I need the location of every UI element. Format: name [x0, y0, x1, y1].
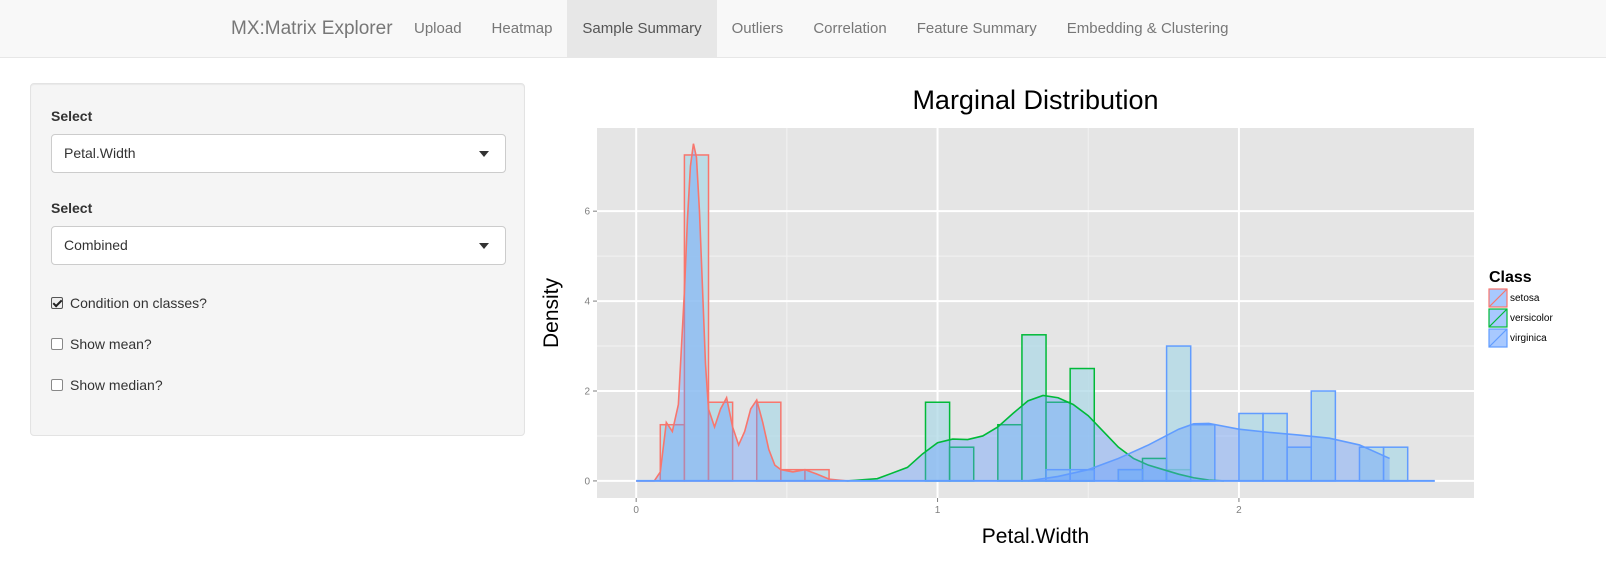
mode-select[interactable]: Combined: [51, 226, 506, 265]
histogram-bar-versicolor: [997, 423, 1023, 482]
x-tick-label: 2: [1236, 505, 1242, 516]
legend-key-line-setosa: [1488, 288, 1508, 308]
histogram-bar-virginica: [1382, 446, 1409, 482]
marginal-distribution-chart: 0 1 2 0 2 4 6 Marginal Distribution Petal.Widt…: [540, 85, 1553, 548]
y-tick-label: 0: [584, 476, 590, 487]
show-median-option[interactable]: Show median?: [51, 376, 163, 394]
density-fill-virginica: [1027, 423, 1390, 481]
density-curves: [636, 143, 1435, 482]
histogram-bar-virginica: [1286, 446, 1313, 482]
tab-sample-summary[interactable]: Sample Summary: [567, 0, 717, 58]
feature-select-value: Petal.Width: [64, 145, 136, 161]
y-tick-label: 4: [584, 297, 590, 308]
histogram-bars: [659, 154, 1409, 482]
x-axis-label: Petal.Width: [982, 525, 1089, 548]
tab-heatmap[interactable]: Heatmap: [491, 20, 553, 37]
histogram-bar-virginica: [1189, 423, 1216, 482]
legend-label-setosa: setosa: [1510, 293, 1540, 304]
mode-select-value: Combined: [64, 237, 128, 253]
tab-outliers[interactable]: Outliers: [731, 20, 784, 37]
legend-key-line-virginica: [1488, 328, 1508, 348]
legend-label-virginica: virginica: [1510, 333, 1547, 344]
feature-select-label: Select: [51, 108, 93, 124]
legend-key-line-versicolor: [1488, 308, 1508, 328]
show-median-label: Show median?: [70, 377, 163, 393]
show-mean-option[interactable]: Show mean?: [51, 335, 152, 353]
histogram-bar-virginica: [1238, 412, 1264, 482]
condition-on-classes-checkbox[interactable]: [51, 297, 63, 309]
condition-on-classes-option[interactable]: Condition on classes?: [51, 294, 207, 312]
histogram-bar-setosa: [707, 401, 734, 482]
density-fill-versicolor: [847, 395, 1224, 481]
density-fill-setosa: [636, 143, 848, 481]
histogram-bar-versicolor: [1069, 367, 1096, 482]
chevron-down-icon: [479, 243, 489, 249]
tab-feature-summary[interactable]: Feature Summary: [916, 20, 1037, 37]
y-tick-label: 6: [584, 207, 590, 218]
legend-label-versicolor: versicolor: [1510, 313, 1553, 324]
x-tick-label: 1: [935, 505, 941, 516]
density-curve-setosa: [636, 143, 848, 482]
tab-correlation[interactable]: Correlation: [813, 20, 887, 37]
density-curve-virginica: [1027, 422, 1390, 482]
show-mean-checkbox[interactable]: [51, 338, 63, 350]
x-tick-label: 0: [633, 505, 639, 516]
histogram-bar-versicolor: [948, 446, 975, 482]
sidebar-panel: Select Petal.Width Select Combined Condi…: [30, 83, 525, 436]
nav-tabs: Upload Heatmap Sample Summary Outliers C…: [399, 0, 1244, 58]
y-axis-label: Density: [540, 277, 563, 348]
show-median-checkbox[interactable]: [51, 379, 63, 391]
chart-title: Marginal Distribution: [912, 85, 1158, 115]
app-brand[interactable]: MX:Matrix Explorer: [231, 18, 393, 39]
histogram-bar-virginica: [1262, 412, 1288, 482]
top-navbar: MX:Matrix Explorer Upload Heatmap Sample…: [0, 0, 1606, 58]
legend: Class setosa versicolor virginica: [1488, 269, 1553, 348]
axis-ticks: 0 1 2 0 2 4 6: [584, 207, 1242, 516]
show-mean-label: Show mean?: [70, 336, 152, 352]
density-curve-versicolor: [847, 394, 1224, 482]
feature-select[interactable]: Petal.Width: [51, 134, 506, 173]
legend-title: Class: [1489, 269, 1532, 286]
mode-select-label: Select: [51, 200, 93, 216]
y-tick-label: 2: [584, 387, 590, 398]
chevron-down-icon: [479, 151, 489, 157]
condition-on-classes-label: Condition on classes?: [70, 295, 207, 311]
tab-upload[interactable]: Upload: [414, 20, 462, 37]
tab-embedding-clustering[interactable]: Embedding & Clustering: [1066, 20, 1229, 37]
